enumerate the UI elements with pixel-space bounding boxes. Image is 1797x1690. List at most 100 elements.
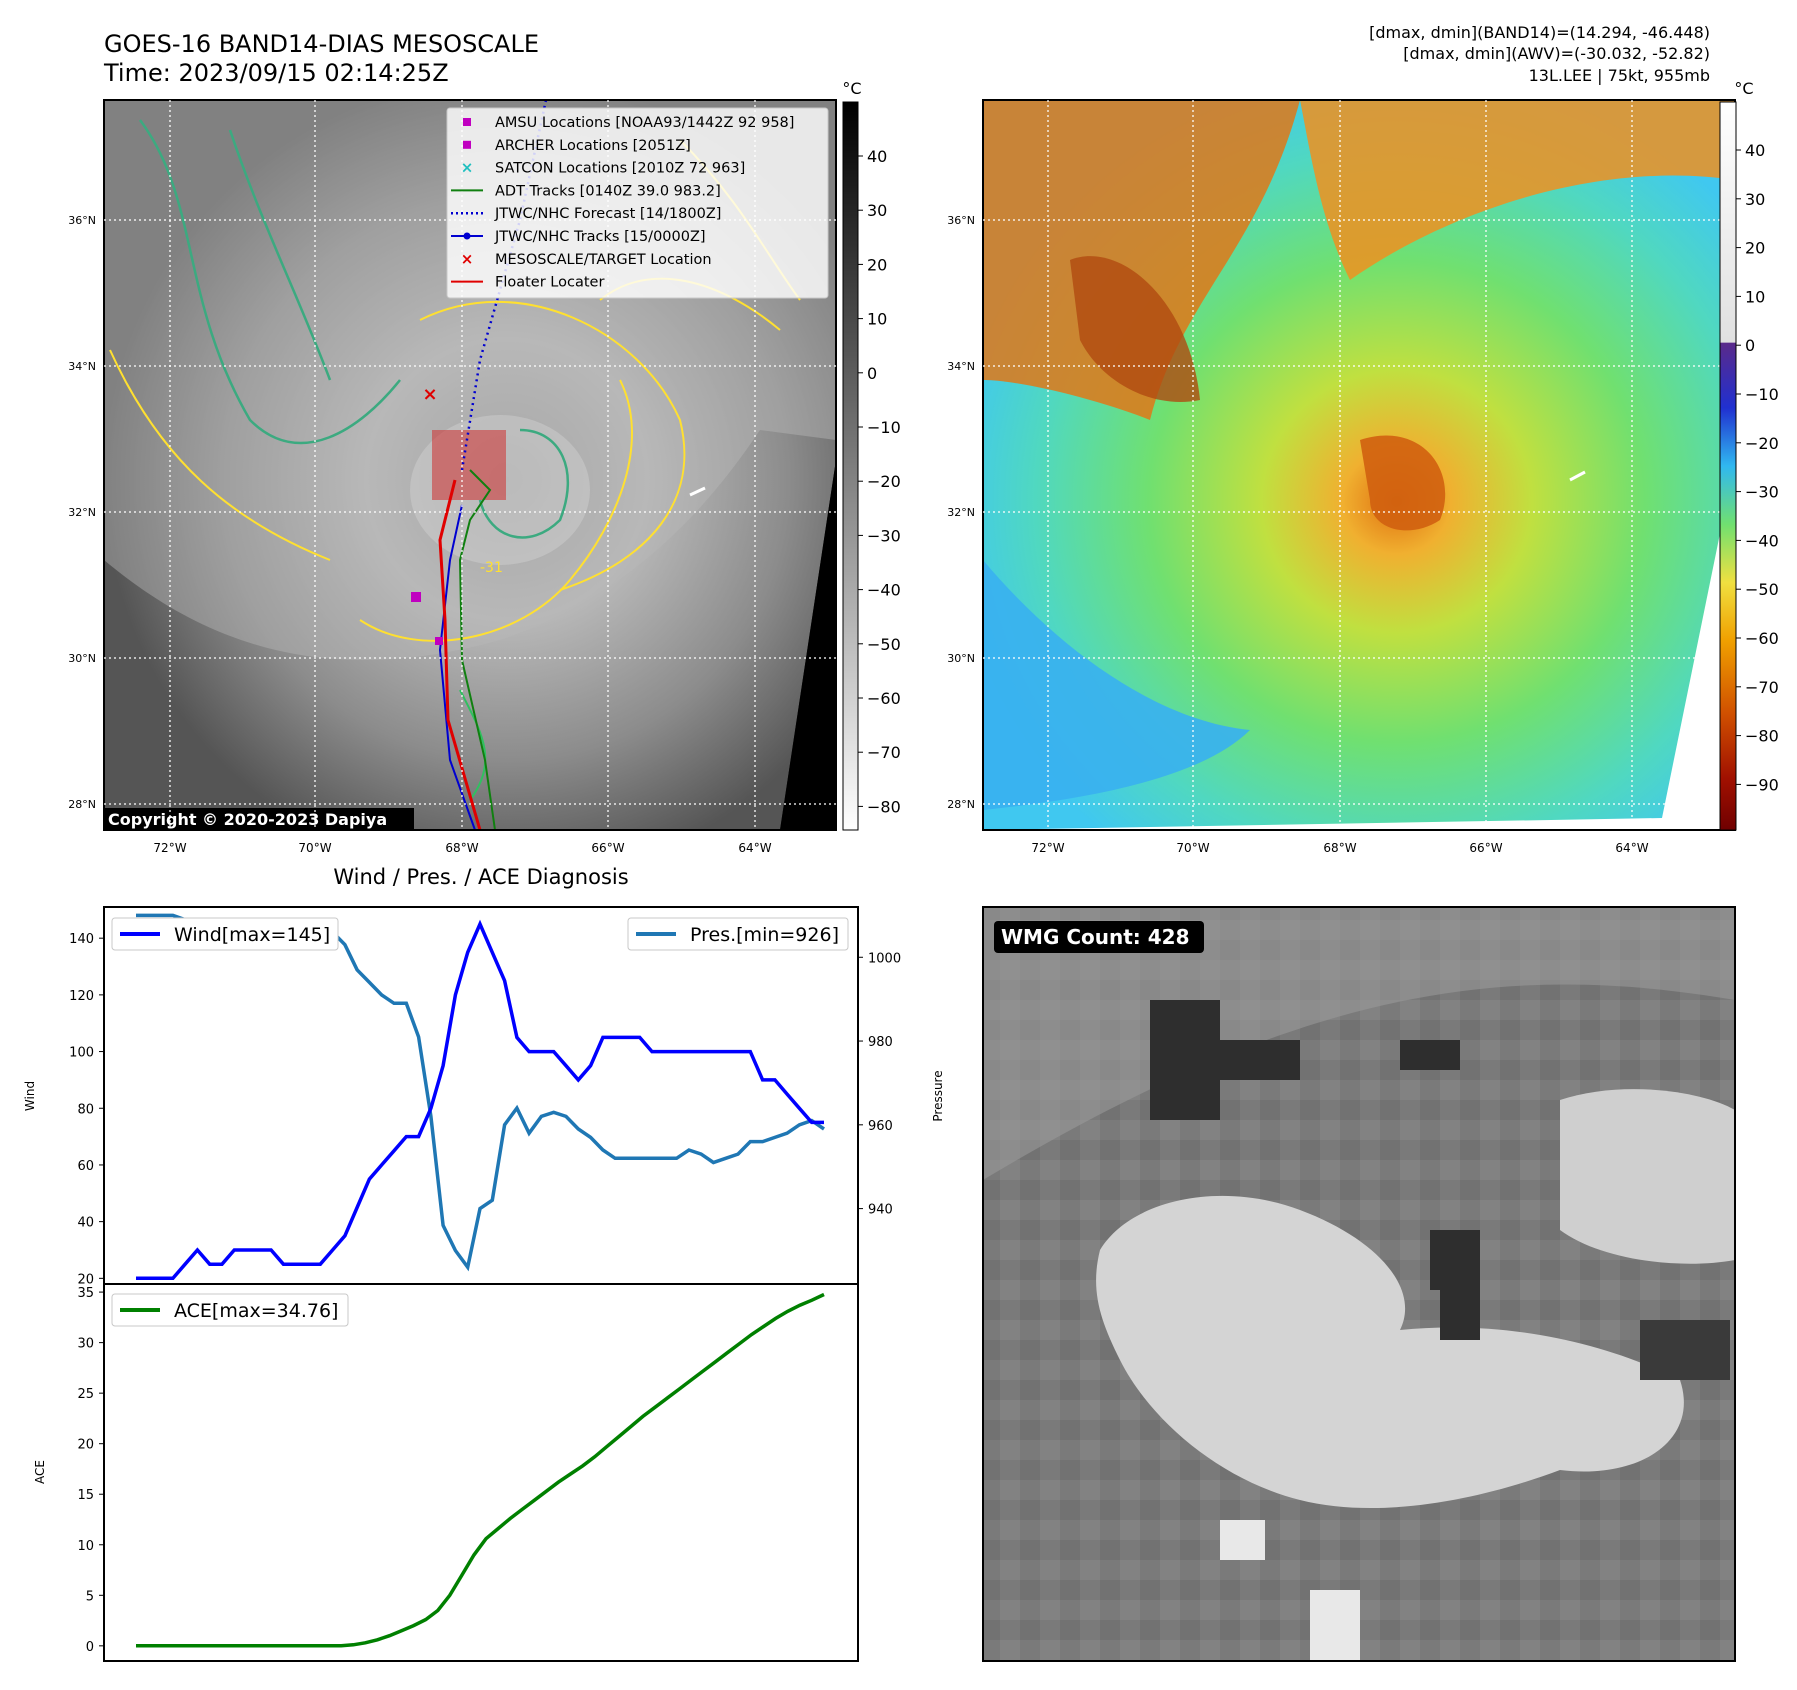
wind-legend: Wind[max=145] xyxy=(111,917,339,951)
color-map-lat-ticks: 36°N 34°N 32°N 30°N 28°N xyxy=(947,214,975,811)
stats-line1: [dmax, dmin](BAND14)=(14.294, -46.448) xyxy=(1369,23,1710,42)
color-colorbar-tick-label: −30 xyxy=(1745,483,1779,502)
color-colorbar-tick-label: 0 xyxy=(1745,336,1755,355)
legend-marker-square xyxy=(463,118,471,126)
color-ir-map-panel xyxy=(982,99,1736,831)
gray-colorbar-tick-label: 20 xyxy=(867,255,887,274)
ir-map-lat-ticks: 36°N 34°N 32°N 30°N 28°N xyxy=(68,214,96,811)
wind-axis-label: Wind xyxy=(23,1081,37,1111)
color-map-lon-tick-label: 66°W xyxy=(1469,841,1502,855)
ir-map-lon-tick-label: 64°W xyxy=(738,841,771,855)
ir-map-lat-tick-label: 36°N xyxy=(68,214,96,227)
ir-map-lon-tick-label: 68°W xyxy=(445,841,478,855)
pressure-ytick-label: 960 xyxy=(868,1119,893,1134)
ace-chart: 0 5 10 15 20 25 30 35 ACE ACE[max=34.76] xyxy=(33,1283,859,1662)
map-legend: AMSU Locations [NOAA93/1442Z 92 958] ARCH… xyxy=(446,107,829,299)
ir-map-lon-tick-label: 70°W xyxy=(298,841,331,855)
color-map-lat-tick-label: 30°N xyxy=(947,652,975,665)
ace-ytick-label: 25 xyxy=(77,1387,94,1402)
stats-line3: 13L.LEE | 75kt, 955mb xyxy=(1529,66,1710,85)
ir-map-lon-tick-label: 66°W xyxy=(591,841,624,855)
legend-item-label: SATCON Locations [2010Z 72 963] xyxy=(495,161,745,177)
ace-axis-label: ACE xyxy=(33,1460,47,1484)
gray-colorbar-tick-label: −50 xyxy=(867,635,901,654)
ace-ytick-label: 0 xyxy=(86,1640,94,1655)
legend-item-label: ARCHER Locations [2051Z] xyxy=(495,138,691,154)
color-map-gridlines xyxy=(983,100,1735,830)
legend-item-label: MESOSCALE/TARGET Location xyxy=(495,252,712,268)
ace-series-line xyxy=(136,1292,825,1648)
color-colorbar-tick-label: −60 xyxy=(1745,629,1779,648)
gray-colorbar-tick-label: 40 xyxy=(867,147,887,166)
wind-ytick-label: 120 xyxy=(69,989,94,1004)
best-track xyxy=(438,504,476,831)
color-map-lat-tick-label: 36°N xyxy=(947,214,975,227)
color-colorbar-unit: °C xyxy=(1734,79,1753,98)
wind-series-line xyxy=(136,919,824,1281)
legend-item-label: AMSU Locations [NOAA93/1442Z 92 958] xyxy=(495,115,794,131)
gray-colorbar-tick-label: −40 xyxy=(867,581,901,600)
legend-item-label: JTWC/NHC Forecast [14/1800Z] xyxy=(494,206,721,222)
archer-marker xyxy=(435,637,443,645)
color-colorbar-tick-label: 30 xyxy=(1745,190,1765,209)
ir-map-lon-tick-label: 72°W xyxy=(153,841,186,855)
ace-ytick-label: 35 xyxy=(77,1286,94,1301)
adt-track xyxy=(458,469,496,831)
legend-marker-square xyxy=(463,140,471,149)
ace-ytick-label: 10 xyxy=(77,1539,94,1554)
pressure-axis-label: Pressure xyxy=(931,1070,945,1121)
wind-legend-label: Wind[max=145] xyxy=(174,924,330,946)
amsu-marker xyxy=(411,592,421,602)
wind-pressure-chart: 20 40 60 80 100 120 140 940 960 980 1000 Wind Pres… xyxy=(23,906,945,1287)
wmg-panel: WMG Count: 428 xyxy=(982,906,1736,1662)
gray-colorbar: °C 40 30 20 10 0 −10 −20 −30 −40 −50 −60 −70 −80 xyxy=(842,79,901,831)
gray-colorbar-tick-label: −10 xyxy=(867,418,901,437)
color-map-lon-tick-label: 72°W xyxy=(1031,841,1064,855)
pressure-ytick-label: 940 xyxy=(868,1203,893,1218)
gray-colorbar-tick-label: 0 xyxy=(867,364,877,383)
gray-colorbar-tick-label: −60 xyxy=(867,689,901,708)
figure-title-line1: GOES-16 BAND14-DIAS MESOSCALE xyxy=(104,30,539,58)
figure-title-line2: Time: 2023/09/15 02:14:25Z xyxy=(103,59,449,87)
color-map-lon-tick-label: 64°W xyxy=(1615,841,1648,855)
floater-track xyxy=(438,479,482,831)
legend-item-label: ADT Tracks [0140Z 39.0 983.2] xyxy=(495,183,721,199)
diagnosis-title: Wind / Pres. / ACE Diagnosis xyxy=(333,865,628,889)
wind-ytick-label: 140 xyxy=(69,932,94,947)
gray-colorbar-tick-label: −30 xyxy=(867,526,901,545)
color-colorbar-tick-label: −10 xyxy=(1745,385,1779,404)
color-colorbar-tick-label: −20 xyxy=(1745,434,1779,453)
copyright-text: Copyright © 2020-2023 Dapiya xyxy=(108,810,387,829)
wmg-count-label: WMG Count: 428 xyxy=(1001,925,1190,949)
color-map-lat-tick-label: 28°N xyxy=(947,798,975,811)
color-colorbar-tick-label: 10 xyxy=(1745,287,1765,306)
gray-colorbar-unit: °C xyxy=(842,79,861,98)
ace-ytick-label: 30 xyxy=(77,1337,94,1352)
wind-ytick-label: 60 xyxy=(77,1159,94,1174)
ir-map-lat-tick-label: 34°N xyxy=(68,360,96,373)
legend-item-label: Floater Locater xyxy=(495,275,604,291)
ir-map-lon-ticks: 72°W 70°W 68°W 66°W 64°W xyxy=(153,841,771,855)
legend-item-label: JTWC/NHC Tracks [15/0000Z] xyxy=(494,229,706,245)
pressure-legend-label: Pres.[min=926] xyxy=(690,924,839,946)
floater-box xyxy=(432,430,506,500)
wind-ytick-label: 100 xyxy=(69,1046,94,1061)
color-map-lat-tick-label: 34°N xyxy=(947,360,975,373)
legend-marker-x: × xyxy=(461,250,474,268)
gray-colorbar-tick-label: −80 xyxy=(867,797,901,816)
ir-map-lat-tick-label: 28°N xyxy=(68,798,96,811)
target-marker: × xyxy=(422,384,437,405)
color-colorbar-tick-label: −70 xyxy=(1745,678,1779,697)
gray-colorbar-tick-label: −20 xyxy=(867,472,901,491)
color-map-lon-ticks: 72°W 70°W 68°W 66°W 64°W xyxy=(1031,841,1648,855)
legend-marker-x: × xyxy=(461,159,474,177)
legend-marker-dot xyxy=(463,232,471,240)
color-map-lat-tick-label: 32°N xyxy=(947,506,975,519)
color-colorbar-tick-label: 40 xyxy=(1745,141,1765,160)
ace-legend: ACE[max=34.76] xyxy=(111,1293,349,1327)
ace-ytick-label: 5 xyxy=(86,1589,94,1604)
color-colorbar: °C 40 30 20 10 0 −10 −20 −30 −40 −50 −60 −70 −80 −90 xyxy=(1719,79,1779,831)
ir-map-lat-tick-label: 32°N xyxy=(68,506,96,519)
color-colorbar-tick-label: −80 xyxy=(1745,727,1779,746)
pressure-legend: Pres.[min=926] xyxy=(627,917,849,951)
